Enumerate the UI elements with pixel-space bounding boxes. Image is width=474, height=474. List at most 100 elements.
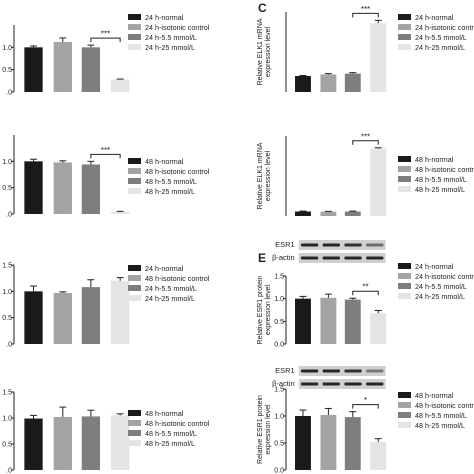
legend-swatch	[128, 275, 141, 281]
y-tick-label: 1.0	[274, 296, 284, 303]
y-axis-label: expression level	[265, 404, 272, 455]
blot-band	[300, 382, 319, 386]
y-tick-label: 1.0	[2, 289, 12, 296]
legend-swatch	[128, 295, 141, 301]
y-axis-label: Relative ELK1 mRNA	[257, 142, 264, 209]
blot-band	[322, 382, 341, 386]
y-tick-label: 0.0	[274, 468, 284, 474]
y-tick-label: 0.5	[2, 315, 12, 322]
blot-band	[300, 369, 319, 373]
bar	[53, 416, 72, 470]
legend-swatch	[398, 263, 411, 269]
significance-stars: ***	[101, 146, 110, 155]
legend-swatch	[128, 24, 141, 30]
significance-bracket	[352, 404, 379, 409]
legend-swatch	[398, 176, 411, 182]
legend-swatch	[398, 44, 411, 50]
blot-band	[322, 369, 341, 373]
significance-stars: ***	[361, 5, 370, 14]
legend-swatch	[398, 166, 411, 172]
bar	[344, 73, 361, 92]
bar	[81, 287, 101, 344]
legend-swatch	[128, 158, 141, 164]
bar	[320, 297, 337, 344]
bar	[53, 41, 72, 92]
legend-entry: 24 h-25 mmol/L	[415, 43, 465, 52]
legend-swatch	[128, 440, 141, 446]
y-tick-label: 0.5	[2, 67, 12, 74]
legend-swatch	[128, 14, 141, 20]
legend-entry: 48 h-normal	[415, 391, 454, 400]
blot-strip	[298, 253, 386, 263]
y-axis-label: Relative ESR1 protein	[257, 395, 264, 464]
blot-band	[344, 256, 362, 260]
panel-p6: Relative ELK1 mRNA expression level *** 48 …	[257, 132, 474, 216]
legend-swatch	[398, 422, 411, 428]
legend-entry: 24 h-normal	[145, 13, 184, 22]
legend-entry: 24 h-isotonic control	[145, 23, 210, 32]
legend-entry: 24 h-5.5 mmol/L	[415, 33, 467, 42]
y-tick-label: .0	[6, 342, 12, 349]
bar	[320, 211, 337, 216]
y-tick-label: 1.5	[274, 274, 284, 281]
bar	[320, 74, 337, 92]
panel-p8: 0.0 0.5 1.0 1.5 Relative ESR1 protein express…	[257, 366, 474, 474]
y-axis-label: expression level	[265, 284, 272, 335]
legend-entry: 48 h-25 mmol/L	[415, 421, 465, 430]
legend-entry: 24 h-5.5 mmol/L	[145, 33, 197, 42]
y-tick-label: 0.5	[274, 319, 284, 326]
legend-swatch	[128, 178, 141, 184]
legend-swatch	[128, 168, 141, 174]
legend-entry: 48 h-normal	[145, 157, 184, 166]
legend-swatch	[128, 410, 141, 416]
bar	[295, 298, 311, 344]
legend-entry: 24 h-normal	[415, 13, 454, 22]
significance-bracket	[352, 140, 379, 145]
legend-entry: 48 h-normal	[145, 409, 184, 418]
y-tick-label: .0	[6, 212, 12, 219]
y-tick-label: 1.0	[2, 159, 12, 166]
blot-strip	[298, 379, 386, 389]
legend-swatch	[128, 285, 141, 291]
significance-stars: ***	[101, 30, 110, 39]
legend-swatch	[398, 14, 411, 20]
blot-band	[344, 382, 362, 386]
bar	[110, 280, 130, 344]
legend-swatch	[398, 283, 411, 289]
significance-bracket	[90, 153, 121, 159]
bar	[24, 47, 43, 92]
legend-swatch	[128, 430, 141, 436]
blot-row-label: β-actin	[272, 379, 295, 388]
legend-entry: 48 h-isotonic control	[415, 165, 474, 174]
significance-stars: **	[362, 283, 368, 292]
y-axis-label: Relative ESR1 protein	[257, 275, 264, 344]
blot-band	[344, 243, 362, 247]
blot-band	[344, 369, 362, 373]
blot-band	[366, 382, 384, 386]
y-axis-label: expression level	[265, 26, 272, 77]
y-tick-label: 1.0	[2, 45, 12, 52]
legend-entry: 24 h-5.5 mmol/L	[415, 282, 467, 291]
legend-swatch	[128, 188, 141, 194]
y-tick-label: .0	[6, 468, 12, 474]
legend-entry: 24 h-5.5 mmol/L	[145, 284, 197, 293]
bar	[320, 414, 337, 470]
blot-strip	[298, 366, 386, 376]
bar	[110, 79, 130, 92]
blot-band	[322, 256, 341, 260]
legend-swatch	[398, 402, 411, 408]
y-tick-label: 0.5	[274, 441, 284, 448]
legend-entry: 48 h-normal	[415, 155, 454, 164]
panel-letter: E	[258, 251, 266, 265]
blot-band	[300, 256, 319, 260]
bar	[344, 417, 361, 470]
bar	[344, 211, 361, 216]
significance-stars: *	[364, 396, 367, 405]
blot-row-label: ESR1	[275, 240, 295, 249]
legend-entry: 48 h-5.5 mmol/L	[145, 177, 197, 186]
bar	[295, 76, 311, 92]
legend-entry: 24 h-isotonic control	[415, 23, 474, 32]
legend-entry: 48 h-isotonic control	[145, 419, 210, 428]
